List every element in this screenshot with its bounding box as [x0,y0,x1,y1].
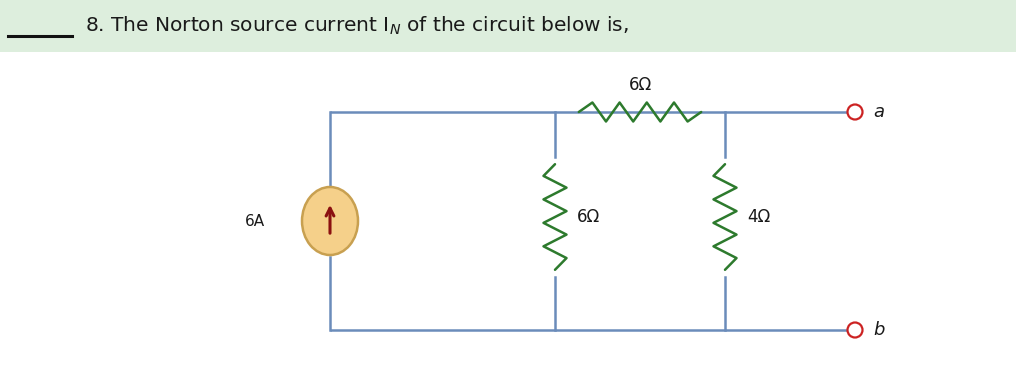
Text: 8. The Norton source current I$_N$ of the circuit below is,: 8. The Norton source current I$_N$ of th… [85,15,629,37]
Text: b: b [873,321,884,339]
Circle shape [847,322,863,338]
Text: 4Ω: 4Ω [747,208,770,226]
Ellipse shape [302,187,358,255]
Circle shape [847,105,863,120]
Text: 6Ω: 6Ω [577,208,600,226]
Text: a: a [873,103,884,121]
Text: 6A: 6A [245,214,265,228]
FancyBboxPatch shape [0,0,1016,52]
Text: 6Ω: 6Ω [628,76,651,94]
